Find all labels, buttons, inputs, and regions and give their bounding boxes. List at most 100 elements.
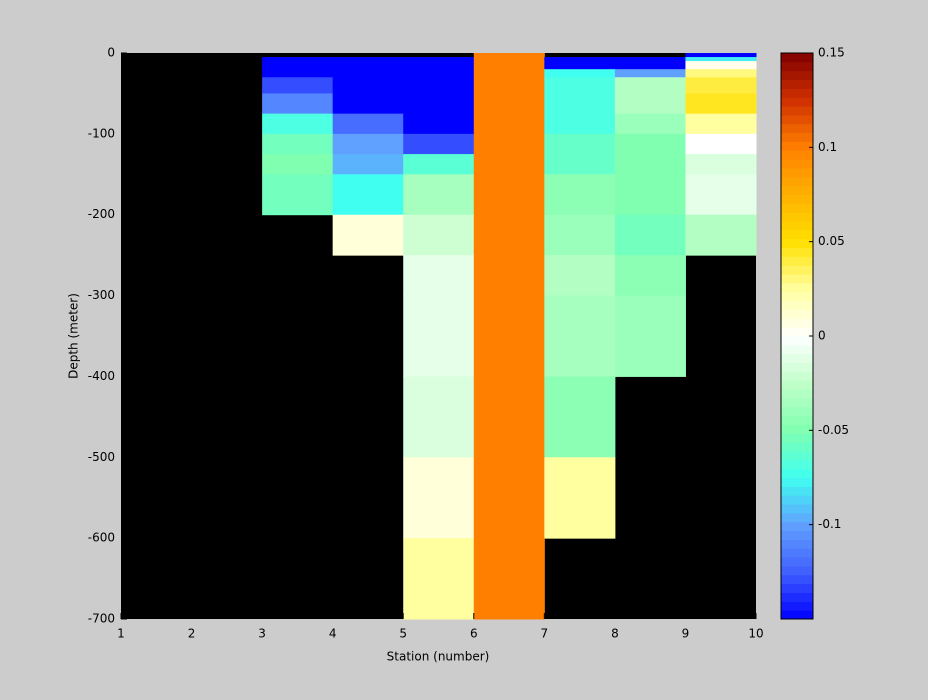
heatmap-cell: [403, 77, 475, 94]
colorbar-band: [781, 512, 813, 523]
colorbar-band: [781, 344, 813, 355]
heatmap-cell: [685, 69, 757, 78]
colorbar-band: [781, 212, 813, 222]
colorbar-band: [781, 132, 813, 142]
colorbar-band: [781, 336, 813, 346]
heatmap-cell: [544, 457, 616, 539]
heatmap-cell: [262, 93, 334, 115]
colorbar-band: [781, 442, 813, 452]
colorbar-band: [781, 53, 813, 63]
colorbar-band: [781, 353, 813, 364]
heatmap-cell: [473, 57, 545, 62]
y-tick-label: -600: [88, 531, 115, 545]
colorbar-band: [781, 406, 813, 417]
heatmap-cell: [403, 538, 475, 620]
heatmap-cell: [614, 113, 686, 135]
colorbar-band: [781, 221, 813, 231]
heatmap-cell: [332, 77, 404, 94]
colorbar-band: [781, 309, 813, 319]
heatmap-cell: [262, 77, 334, 94]
colorbar-band: [781, 477, 813, 487]
heatmap-cell: [544, 376, 616, 458]
heatmap-cell: [473, 174, 545, 216]
heatmap-cell: [544, 57, 616, 62]
colorbar-band: [781, 256, 813, 266]
colorbar-band: [781, 238, 813, 249]
heatmap-cell: [403, 69, 475, 78]
colorbar-band: [781, 194, 813, 204]
heatmap-cell: [262, 113, 334, 135]
heatmap-cell: [332, 174, 404, 216]
colorbar-band: [781, 450, 813, 461]
heatmap-cell: [473, 53, 545, 58]
colorbar-tick-label: -0.05: [818, 423, 849, 437]
colorbar-band: [781, 362, 813, 372]
heatmap-cell: [403, 214, 475, 256]
heatmap-cell: [332, 57, 404, 62]
colorbar-band: [781, 159, 813, 169]
colorbar-band: [781, 203, 813, 213]
x-axis-label: Station (number): [387, 650, 490, 664]
heatmap-cell: [544, 174, 616, 216]
colorbar-band: [781, 521, 813, 532]
colorbar-band: [781, 433, 813, 443]
heatmap-cell: [403, 295, 475, 377]
colorbar-band: [781, 504, 813, 514]
colorbar-band: [781, 415, 813, 425]
heatmap-cell: [262, 61, 334, 70]
heatmap-cell: [403, 154, 475, 175]
heatmap-cell: [685, 214, 757, 256]
heatmap-cell: [262, 154, 334, 175]
heatmap-cell: [544, 154, 616, 175]
y-tick-label: -200: [88, 207, 115, 221]
y-tick-label: -500: [88, 450, 115, 464]
heatmap-cell: [473, 295, 545, 377]
heatmap-cell: [473, 457, 545, 539]
heatmap-cell: [544, 295, 616, 377]
y-tick-label: -100: [88, 126, 115, 140]
colorbar-band: [781, 574, 813, 585]
colorbar-band: [781, 530, 813, 540]
colorbar-tick-label: 0: [818, 329, 826, 343]
heatmap-cell: [685, 154, 757, 175]
x-tick-label: 2: [188, 627, 196, 641]
heatmap-cell: [544, 69, 616, 78]
colorbar-band: [781, 185, 813, 195]
heatmap-cell: [332, 69, 404, 78]
heatmap-cell: [685, 77, 757, 94]
colorbar-band: [781, 459, 813, 470]
heatmap-cell: [332, 133, 404, 155]
heatmap-cell: [614, 69, 686, 78]
x-tick-label: 8: [611, 627, 619, 641]
heatmap-cell: [614, 93, 686, 115]
heatmap-cell: [473, 133, 545, 155]
colorbar-band: [781, 318, 813, 328]
colorbar-band: [781, 371, 813, 381]
heatmap-cell: [685, 57, 757, 62]
heatmap-cell: [614, 77, 686, 94]
x-tick-label: 10: [748, 627, 763, 641]
heatmap-cell: [332, 93, 404, 115]
x-tick-label: 9: [682, 627, 690, 641]
colorbar-band: [781, 274, 813, 284]
heatmap-cell: [262, 69, 334, 78]
heatmap-cell: [685, 53, 757, 58]
colorbar-band: [781, 88, 813, 98]
colorbar-band: [781, 300, 813, 310]
colorbar-band: [781, 97, 813, 107]
x-tick-label: 7: [541, 627, 549, 641]
colorbar-band: [781, 141, 813, 151]
heatmap-cell: [403, 93, 475, 115]
heatmap-cell: [685, 174, 757, 216]
colorbar-band: [781, 583, 813, 593]
colorbar-tick-label: 0.05: [818, 234, 845, 248]
colorbar-band: [781, 247, 813, 257]
heatmap-cell: [262, 133, 334, 155]
heatmap-cell: [614, 61, 686, 70]
colorbar-band: [781, 486, 813, 496]
heatmap-cell: [614, 214, 686, 256]
colorbar-tick-label: -0.1: [818, 517, 841, 531]
colorbar-band: [781, 265, 813, 275]
heatmap-cell: [473, 214, 545, 256]
colorbar-band: [781, 167, 813, 178]
